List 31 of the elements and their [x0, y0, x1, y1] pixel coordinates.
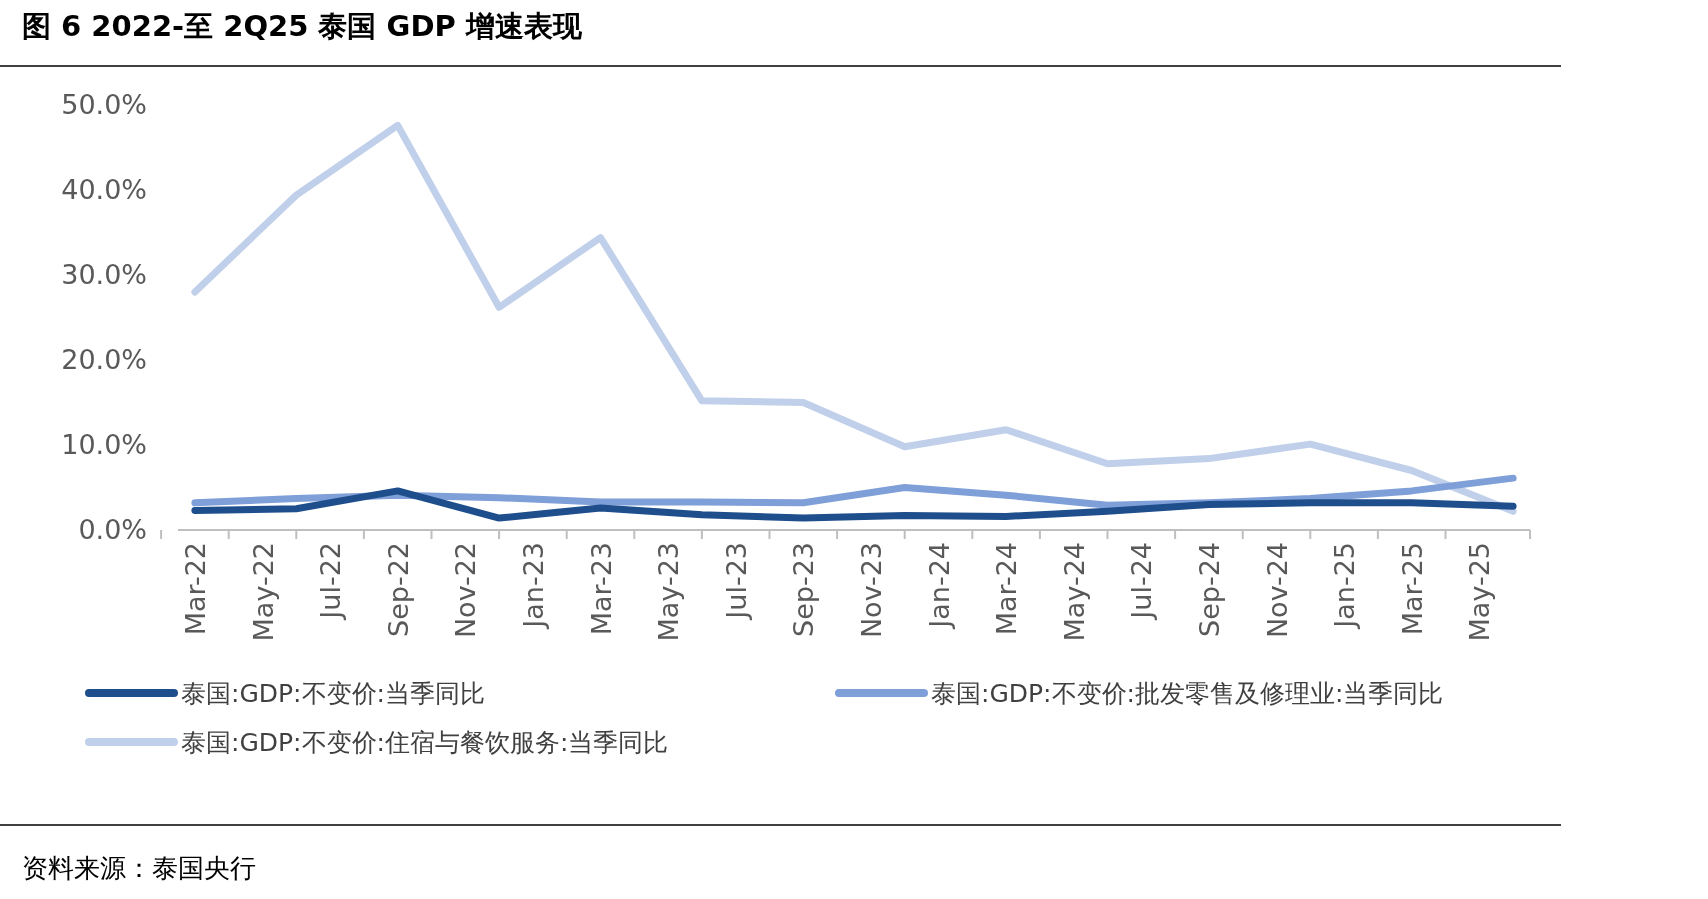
- x-tick-label: Jul-24: [1126, 542, 1158, 621]
- text: 资料来源：泰国央行: [22, 853, 256, 883]
- y-tick-label: 40.0%: [61, 174, 147, 205]
- x-tick-label: Sep-23: [788, 542, 820, 637]
- x-tick-label: May-25: [1464, 542, 1496, 642]
- legend-label: 泰国:GDP:不变价:当季同比: [181, 679, 485, 708]
- y-tick-label: 30.0%: [61, 259, 147, 290]
- x-tick-label: Jul-23: [720, 542, 752, 621]
- chart-title: 图 6 2022-至 2Q25 泰国 GDP 增速表现: [22, 9, 583, 43]
- y-tick-label: 50.0%: [61, 89, 147, 120]
- x-tick-label: Nov-23: [855, 542, 887, 639]
- y-tick-label: 10.0%: [61, 429, 147, 460]
- x-tick-label: Sep-24: [1193, 542, 1225, 637]
- legend-label: 泰国:GDP:不变价:批发零售及修理业:当季同比: [931, 679, 1444, 708]
- x-tick-label: Nov-24: [1261, 542, 1293, 639]
- x-tick-label: Mar-22: [179, 542, 211, 636]
- x-tick-label: May-22: [247, 542, 279, 642]
- x-tick-label: May-23: [653, 542, 685, 642]
- x-tick-label: Jul-22: [315, 542, 347, 621]
- y-tick-label: 20.0%: [61, 344, 147, 375]
- legend-label: 泰国:GDP:不变价:住宿与餐饮服务:当季同比: [181, 728, 669, 757]
- x-tick-label: Jan-25: [1329, 542, 1361, 630]
- x-tick-label: Mar-23: [585, 542, 617, 636]
- x-tick-label: Mar-24: [991, 542, 1023, 636]
- x-tick-label: Jan-23: [517, 542, 549, 630]
- y-tick-label: 0.0%: [78, 514, 147, 545]
- x-tick-label: Jan-24: [923, 542, 955, 630]
- x-tick-label: Mar-25: [1396, 542, 1428, 636]
- x-tick-label: Nov-22: [450, 542, 482, 639]
- x-tick-label: May-24: [1058, 542, 1090, 642]
- x-tick-label: Sep-22: [382, 542, 414, 637]
